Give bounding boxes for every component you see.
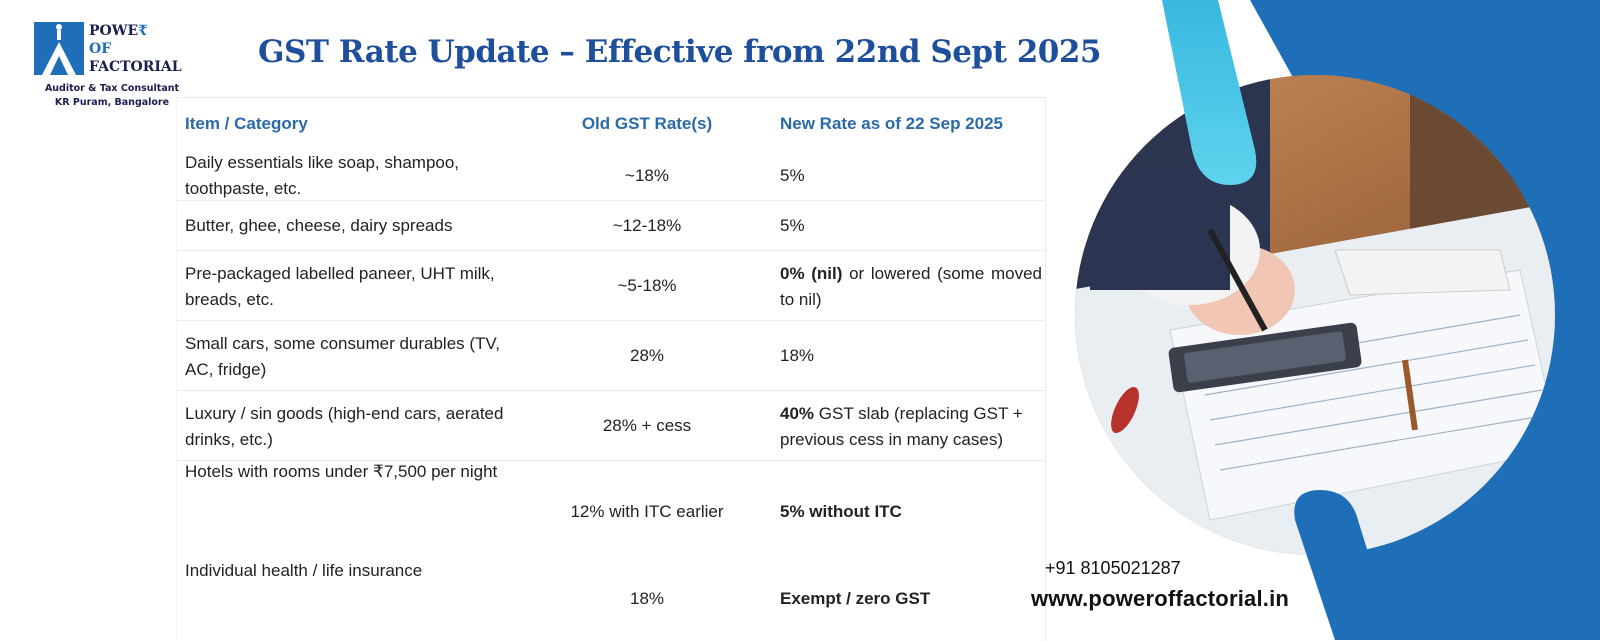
brand-tagline: Auditor & Tax Consultant bbox=[44, 83, 180, 94]
old-rate-cell: 28% bbox=[629, 346, 665, 365]
new-rate-cell: 40% GST slab (replacing GST + previous c… bbox=[780, 401, 1042, 453]
old-rate-cell: ~5-18% bbox=[617, 276, 677, 295]
brand-line2: OF bbox=[89, 41, 112, 57]
new-rate-bold: 5% without ITC bbox=[780, 502, 902, 521]
rupee-icon: ₹ bbox=[138, 23, 148, 39]
new-rate-text: GST slab (replacing GST + previous cess … bbox=[780, 404, 1023, 449]
old-rate-cell: 12% with ITC earlier bbox=[570, 502, 724, 521]
item-cell: Daily essentials like soap, shampoo, too… bbox=[185, 153, 460, 198]
old-rate-cell: ~18% bbox=[625, 166, 669, 185]
table-row: Individual health / life insurance 18% E… bbox=[177, 548, 1045, 641]
brand-line1: POWE bbox=[89, 23, 139, 39]
new-rate-cell: Exempt / zero GST bbox=[780, 586, 1042, 612]
gst-rate-table: Item / Category Old GST Rate(s) New Rate… bbox=[176, 97, 1046, 641]
brand-subtitle: Auditor & Tax Consultant KR Puram, Banga… bbox=[34, 82, 190, 110]
new-rate-text: 18% bbox=[780, 346, 815, 365]
new-rate-text: or lowered (some moved to nil) bbox=[780, 264, 1042, 309]
brand-location: KR Puram, Bangalore bbox=[54, 97, 170, 108]
item-cell: Butter, ghee, cheese, dairy spreads bbox=[185, 216, 453, 235]
item-cell: Luxury / sin goods (high-end cars, aerat… bbox=[185, 404, 504, 449]
decorative-graphic bbox=[1075, 0, 1600, 640]
column-header-old-rate: Old GST Rate(s) bbox=[581, 114, 713, 133]
new-rate-cell: 18% bbox=[780, 343, 1042, 369]
table-row: Small cars, some consumer durables (TV, … bbox=[177, 321, 1045, 391]
old-rate-cell: ~12-18% bbox=[612, 216, 682, 235]
old-rate-cell: 18% bbox=[629, 589, 665, 608]
brand-line3: FACTORIAL bbox=[89, 59, 182, 75]
column-header-new-rate: New Rate as of 22 Sep 2025 bbox=[780, 114, 1004, 133]
item-cell: Small cars, some consumer durables (TV, … bbox=[185, 334, 500, 379]
new-rate-bold: 40% bbox=[780, 404, 815, 423]
phone-number: +91 8105021287 bbox=[1045, 558, 1181, 578]
logo-mark-icon bbox=[34, 22, 84, 75]
cyan-stripe bbox=[1162, 0, 1257, 185]
new-rate-cell: 5% without ITC bbox=[780, 499, 1042, 525]
new-rate-text: 5% bbox=[780, 166, 805, 185]
blue-stripe bbox=[1294, 490, 1395, 640]
item-cell: Pre-packaged labelled paneer, UHT milk, … bbox=[185, 264, 495, 309]
brand-name: POWE₹ OF FACTORIAL bbox=[89, 22, 182, 76]
new-rate-bold: 0% (nil) bbox=[780, 264, 843, 283]
new-rate-cell: 0% (nil) or lowered (some moved to nil) bbox=[780, 261, 1042, 313]
table-row: Luxury / sin goods (high-end cars, aerat… bbox=[177, 391, 1045, 461]
new-rate-text: 5% bbox=[780, 216, 805, 235]
table-row: Butter, ghee, cheese, dairy spreads ~12-… bbox=[177, 201, 1045, 251]
new-rate-bold: Exempt / zero GST bbox=[780, 589, 931, 608]
table-header-row: Item / Category Old GST Rate(s) New Rate… bbox=[177, 98, 1045, 146]
new-rate-cell: 5% bbox=[780, 213, 1042, 239]
column-header-item: Item / Category bbox=[185, 114, 308, 133]
old-rate-cell: 28% + cess bbox=[602, 416, 692, 435]
calculator-photo bbox=[1075, 75, 1555, 555]
table-row: Hotels with rooms under ₹7,500 per night… bbox=[177, 461, 1045, 548]
table-row: Daily essentials like soap, shampoo, too… bbox=[177, 146, 1045, 201]
website-link[interactable]: www.poweroffactorial.in bbox=[1031, 586, 1290, 611]
item-cell: Individual health / life insurance bbox=[185, 561, 423, 580]
page-title: GST Rate Update – Effective from 22nd Se… bbox=[258, 34, 1102, 70]
item-cell: Hotels with rooms under ₹7,500 per night bbox=[185, 462, 498, 481]
new-rate-cell: 5% bbox=[780, 163, 1042, 189]
table-row: Pre-packaged labelled paneer, UHT milk, … bbox=[177, 251, 1045, 321]
